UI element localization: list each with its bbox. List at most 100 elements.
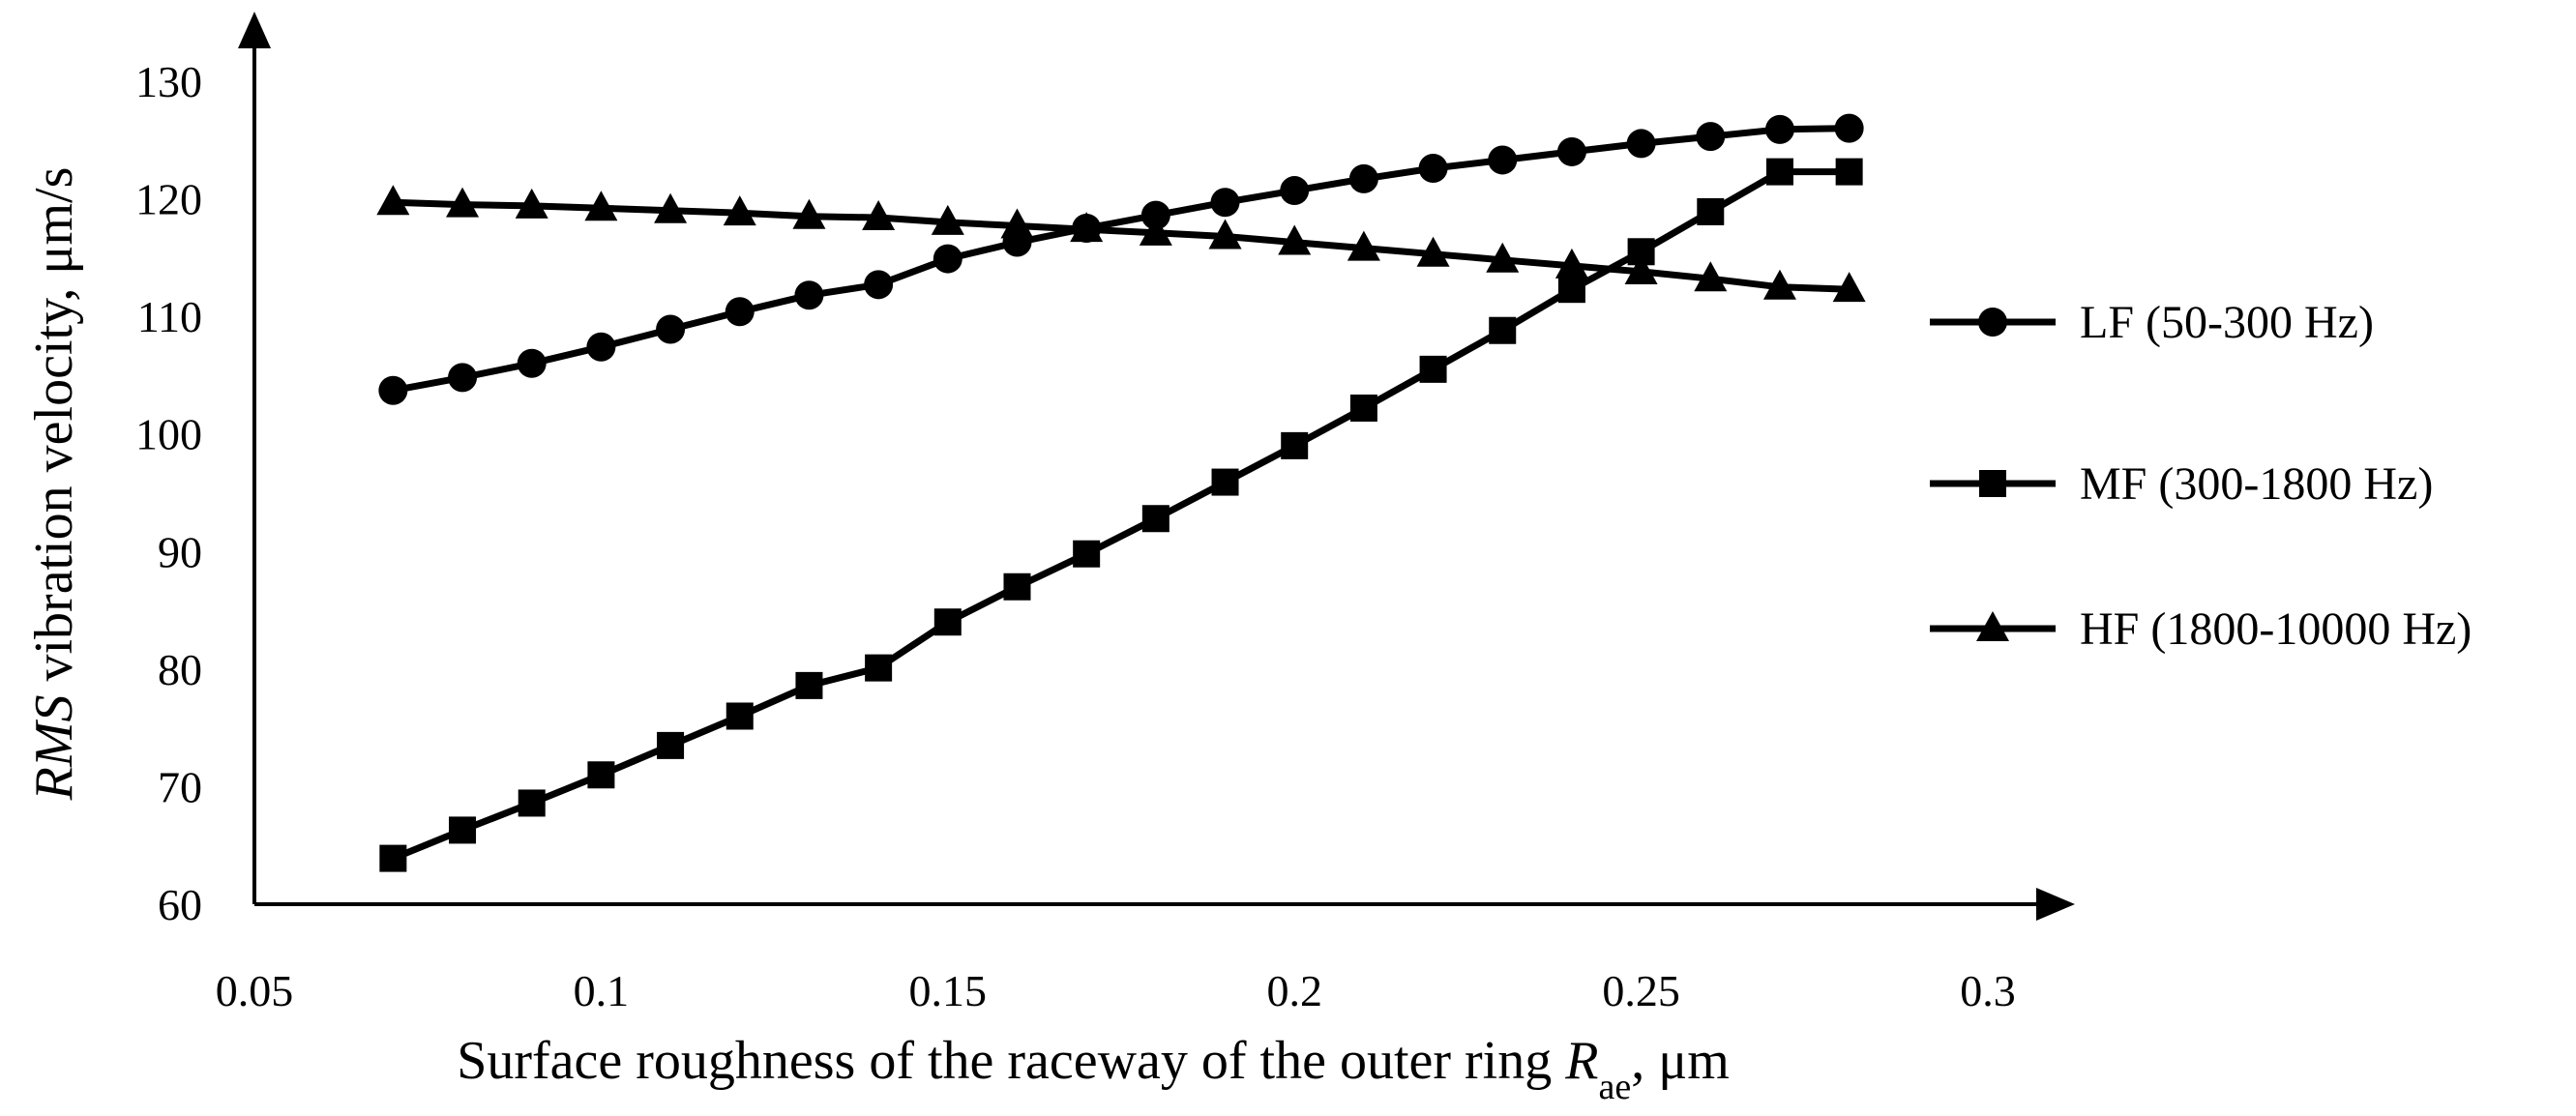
data-point <box>723 195 756 226</box>
data-point <box>1141 505 1170 533</box>
data-point <box>1347 230 1380 261</box>
data-point <box>725 702 754 730</box>
x-tick-label: 0.25 <box>1602 966 1680 1015</box>
data-point <box>656 314 686 344</box>
y-tick-label: 120 <box>135 175 202 224</box>
data-point <box>378 375 408 405</box>
x-axis-arrow <box>2036 888 2075 921</box>
data-point <box>862 200 896 231</box>
plot-area <box>376 113 1866 872</box>
data-point <box>1349 394 1377 422</box>
data-point <box>1694 261 1728 292</box>
data-point <box>1418 153 1448 183</box>
data-point <box>379 844 407 872</box>
data-point <box>587 761 615 789</box>
data-point <box>1073 540 1101 568</box>
data-point <box>517 348 547 378</box>
data-point <box>725 297 755 327</box>
data-point <box>1486 242 1520 273</box>
data-point <box>1697 197 1725 225</box>
data-point <box>1419 355 1447 383</box>
y-tick-label: 130 <box>135 57 202 106</box>
data-point <box>1762 269 1796 300</box>
y-axis-label: RMS vibration velocity, μm/s <box>24 167 84 802</box>
y-tick-label: 80 <box>158 645 202 694</box>
data-point <box>446 187 480 218</box>
data-point <box>448 363 478 393</box>
y-axis-ticks: 60 70 80 90 100 110 120 130 <box>135 57 202 929</box>
data-point <box>1416 236 1450 267</box>
series-line <box>392 125 1850 395</box>
data-point <box>865 654 893 682</box>
x-tick-label: 0.3 <box>1960 966 2016 1015</box>
legend-label: MF (300-1800 Hz) <box>2080 458 2433 510</box>
data-point <box>1696 122 1726 152</box>
legend-label: LF (50-300 Hz) <box>2080 297 2374 348</box>
legend: LF (50-300 Hz) MF (300-1800 Hz) HF (1800-1… <box>1930 297 2472 655</box>
x-axis-label: Surface roughness of the raceway of the … <box>457 1031 1730 1107</box>
data-point <box>1281 431 1309 459</box>
data-point <box>584 191 618 221</box>
data-point <box>449 816 477 844</box>
legend-marker <box>1978 308 2007 337</box>
data-point <box>794 280 824 310</box>
data-point <box>1278 224 1312 255</box>
data-point <box>1834 113 1864 143</box>
x-tick-label: 0.2 <box>1266 966 1322 1015</box>
legend-label: HF (1800-10000 Hz) <box>2080 603 2472 655</box>
y-tick-label: 90 <box>158 527 202 576</box>
legend-marker <box>1976 611 2009 641</box>
data-point <box>1624 253 1658 284</box>
data-point <box>515 188 548 219</box>
data-point <box>1626 129 1656 159</box>
data-point <box>1003 573 1031 601</box>
series-triangle <box>376 185 1866 303</box>
data-point <box>1556 136 1586 166</box>
data-point <box>1489 316 1517 344</box>
data-point <box>1140 200 1170 230</box>
data-point <box>1070 212 1104 243</box>
data-point <box>1765 158 1793 186</box>
series-line <box>393 198 1850 293</box>
legend-marker <box>1979 470 2006 497</box>
data-point <box>1488 145 1518 175</box>
y-tick-label: 100 <box>135 410 202 459</box>
x-tick-label: 0.15 <box>909 966 988 1015</box>
y-tick-label: 70 <box>158 762 202 811</box>
data-point <box>1348 163 1378 193</box>
y-tick-label: 110 <box>137 292 202 341</box>
axes <box>238 12 2075 921</box>
data-point <box>1210 188 1240 218</box>
data-point <box>933 608 962 636</box>
data-point <box>657 731 685 759</box>
legend-item: HF (1800-10000 Hz) <box>1930 603 2472 655</box>
data-point <box>795 671 823 699</box>
legend-item: LF (50-300 Hz) <box>1930 297 2374 348</box>
series-circle <box>378 113 1864 405</box>
data-point <box>654 192 688 223</box>
data-point <box>1208 219 1242 250</box>
data-point <box>376 185 410 216</box>
x-tick-label: 0.05 <box>216 966 294 1015</box>
legend-item: MF (300-1800 Hz) <box>1930 458 2433 510</box>
data-point <box>864 270 894 300</box>
x-axis-ticks: 0.05 0.1 0.15 0.2 0.25 0.3 <box>216 966 2016 1015</box>
y-tick-label: 60 <box>158 880 202 929</box>
data-point <box>518 789 546 817</box>
data-point <box>931 204 964 235</box>
data-point <box>1835 158 1863 186</box>
data-point <box>1764 114 1794 144</box>
data-point <box>1211 468 1239 496</box>
data-point <box>1139 215 1172 246</box>
data-point <box>1832 272 1866 303</box>
data-point <box>1280 176 1310 206</box>
data-point <box>1554 248 1588 279</box>
data-point <box>933 244 962 274</box>
data-point <box>1557 276 1585 304</box>
x-tick-label: 0.1 <box>574 966 630 1015</box>
data-point <box>586 332 616 362</box>
data-point <box>792 198 826 229</box>
y-axis-arrow <box>238 12 271 48</box>
data-point <box>1000 208 1034 239</box>
